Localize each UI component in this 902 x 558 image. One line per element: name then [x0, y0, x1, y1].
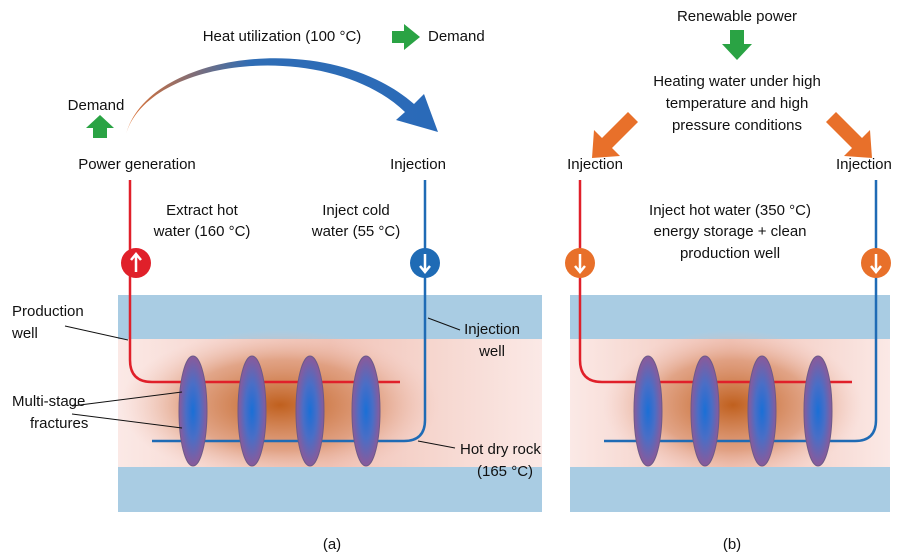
rock-layer	[118, 295, 542, 339]
label: Multi-stage	[12, 393, 85, 410]
fracture	[633, 355, 663, 467]
flow-arrow	[126, 58, 438, 134]
label: Inject hot water (350 °C)	[649, 202, 811, 219]
label: Injection	[390, 156, 446, 173]
arrow-icon	[130, 252, 142, 272]
leader	[417, 440, 456, 449]
injection-well	[152, 180, 427, 443]
leader	[71, 413, 183, 429]
panel-a: Heat utilization (100 °C) Demand Demand …	[11, 24, 542, 553]
label: Extract hot	[166, 202, 239, 219]
label: temperature and high	[666, 95, 809, 112]
label: Hot dry rock	[460, 441, 541, 458]
orange-arrow	[592, 112, 638, 158]
green-arrow	[722, 30, 752, 60]
label: Demand	[428, 28, 485, 45]
label: fractures	[30, 415, 88, 432]
leader	[427, 317, 461, 331]
label: water (160 °C)	[153, 223, 251, 240]
label: Heating water under high	[653, 73, 821, 90]
label: Demand	[68, 97, 125, 114]
production-well	[578, 180, 852, 384]
rock-layer	[570, 467, 890, 512]
production-well	[128, 180, 400, 384]
label: Renewable power	[677, 8, 797, 25]
label: (165 °C)	[477, 463, 533, 480]
label: energy storage + clean	[653, 223, 806, 240]
label: well	[11, 325, 38, 342]
label: Injection	[836, 156, 892, 173]
label: Injection	[567, 156, 623, 173]
orange-arrow	[826, 112, 872, 158]
heat-glow	[603, 330, 863, 480]
panel-label: (b)	[723, 536, 741, 553]
arrow-icon	[574, 254, 586, 274]
label: production well	[680, 245, 780, 262]
label: well	[478, 343, 505, 360]
leader	[64, 325, 129, 341]
arrow-icon	[870, 254, 882, 274]
label: Inject cold	[322, 202, 390, 219]
fracture	[237, 355, 267, 467]
panel-label: (a)	[323, 536, 341, 553]
label: Injection	[464, 321, 520, 338]
label: Power generation	[78, 156, 196, 173]
fracture	[351, 355, 381, 467]
panel-b: Renewable power Heating water under high…	[565, 8, 892, 553]
label: pressure conditions	[672, 117, 802, 134]
label: Heat utilization (100 °C)	[203, 28, 362, 45]
green-arrow	[392, 24, 420, 50]
rock-layer	[118, 467, 542, 512]
label: water (55 °C)	[311, 223, 401, 240]
fracture	[690, 355, 720, 467]
fracture	[747, 355, 777, 467]
leader	[71, 391, 183, 407]
heat-glow	[120, 330, 440, 480]
fracture	[803, 355, 833, 467]
green-arrow	[86, 115, 114, 138]
label: Production	[12, 303, 84, 320]
fracture	[178, 355, 208, 467]
injection-well	[604, 180, 878, 443]
arrow-icon	[419, 254, 431, 274]
fracture	[295, 355, 325, 467]
